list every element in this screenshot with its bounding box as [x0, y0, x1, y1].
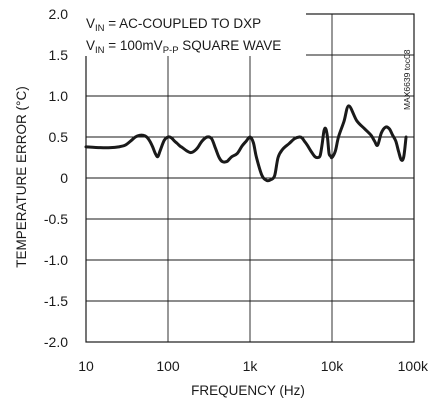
y-tick-label: -2.0 [44, 334, 68, 350]
x-tick-label: 10k [321, 358, 345, 374]
x-tick-label: 100k [398, 358, 429, 374]
temperature-error-series-line [84, 104, 408, 183]
tick-labels: 2.0 1.5 1.0 0.5 0 -0.5 -1.0 -1.5 -2.0 10 100 1k 10k 1… [44, 6, 429, 374]
annotation-line-2: VIN = 100mVP-P SQUARE WAVE [86, 38, 281, 56]
grid-lines [85, 13, 415, 343]
x-tick-label: 1k [243, 358, 259, 374]
y-tick-label: 1.0 [49, 88, 69, 104]
y-tick-label: 2.0 [49, 6, 69, 22]
x-axis-title: FREQUENCY (Hz) [191, 383, 305, 398]
figure-code: MAX6639 toc08 [402, 49, 412, 110]
x-tick-label: 10 [78, 358, 94, 374]
y-tick-label: -0.5 [44, 211, 68, 227]
y-axis-title: TEMPERATURE ERROR (°C) [14, 86, 29, 267]
y-tick-label: -1.5 [44, 293, 68, 309]
legend-annotations: VIN = AC-COUPLED TO DXP VIN = 100mVP-P S… [84, 12, 306, 56]
y-tick-label: 1.5 [49, 47, 69, 63]
annotation-line-1: VIN = AC-COUPLED TO DXP [86, 16, 261, 34]
curve-layer [84, 104, 408, 183]
y-tick-label: 0.5 [49, 129, 69, 145]
y-tick-label: 0 [60, 170, 68, 186]
y-tick-label: -1.0 [44, 252, 68, 268]
x-tick-label: 100 [156, 358, 180, 374]
